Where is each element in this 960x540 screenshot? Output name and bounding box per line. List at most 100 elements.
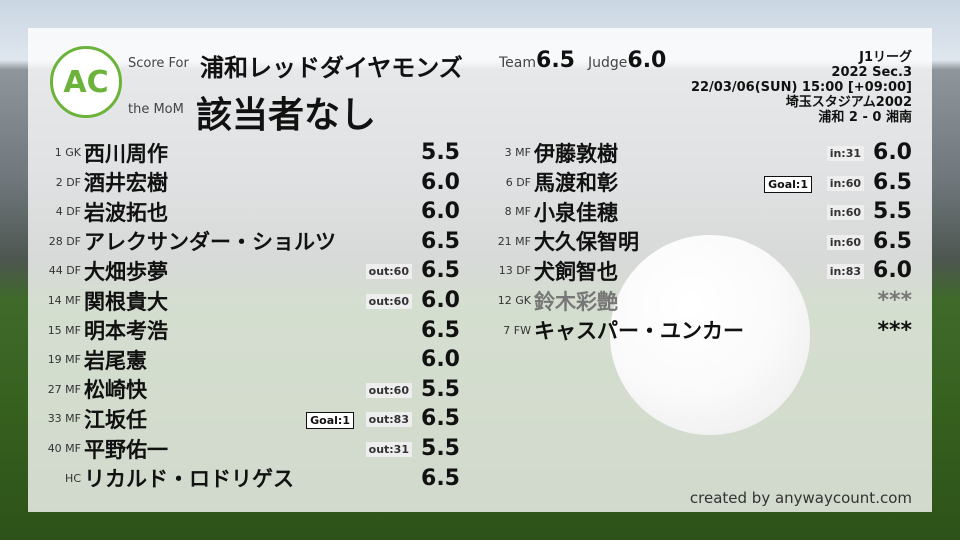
player-number-position: 21 MF: [497, 234, 531, 248]
player-number-position: 27 MF: [47, 382, 81, 396]
player-row: 8 MF 小泉佳穂 in:60 5.5: [476, 197, 912, 226]
player-number-position: 28 DF: [48, 234, 81, 248]
score-for-label: Score For: [128, 56, 189, 71]
substitution-badge: out:60: [365, 264, 412, 280]
player-name: 小泉佳穂: [534, 200, 618, 225]
player-name: 鈴木彩艶: [534, 289, 618, 314]
player-number-position: 7 FW: [503, 323, 531, 337]
player-score: 6.5: [421, 465, 460, 491]
player-score: 6.5: [421, 258, 460, 284]
goal-badge: Goal:1: [764, 175, 812, 193]
player-name: 明本考浩: [84, 319, 168, 344]
player-score: ***: [877, 288, 912, 313]
player-score: ***: [877, 317, 912, 343]
substitution-badge: in:31: [826, 146, 864, 161]
player-name: アレクサンダー・ショルツ: [84, 230, 336, 255]
player-row: 4 DF 岩波拓也 6.0: [26, 197, 460, 226]
player-score: 6.5: [873, 169, 912, 195]
player-number-position: 12 GK: [497, 294, 531, 307]
match-info: J1リーグ 2022 Sec.3 22/03/06(SUN) 15:00 [+0…: [691, 50, 912, 125]
team-score-label: Team: [499, 55, 537, 71]
player-row: 21 MF 大久保智明 in:60 6.5: [476, 227, 912, 256]
player-score: 6.5: [421, 228, 460, 254]
player-score: 6.0: [421, 199, 460, 225]
player-score: 6.5: [421, 406, 460, 432]
player-row: 28 DF アレクサンダー・ショルツ 6.5: [26, 227, 460, 256]
league: J1リーグ: [859, 50, 912, 65]
player-name: 西川周作: [84, 141, 168, 166]
player-number-position: 15 MF: [47, 323, 81, 337]
team-name: 浦和レッドダイヤモンズ: [200, 54, 463, 82]
player-name: リカルド・ロドリゲス: [84, 467, 294, 492]
player-name: 松崎快: [84, 378, 147, 403]
goal-badge: Goal:1: [306, 412, 354, 430]
team-score-value: 6.5: [536, 48, 575, 73]
player-score: 5.5: [421, 436, 460, 461]
logo-text: AC: [63, 64, 109, 100]
player-row: HC リカルド・ロドリゲス 6.5: [26, 464, 460, 493]
player-row: 44 DF 大畑歩夢 out:60 6.5: [26, 256, 460, 285]
judge-score: Judge6.0: [588, 48, 666, 73]
player-number-position: 3 MF: [504, 146, 531, 159]
player-name: 江坂任: [84, 407, 147, 432]
substitution-badge: out:31: [365, 442, 412, 457]
player-row: 7 FW キャスパー・ユンカー ***: [476, 316, 912, 345]
player-number-position: 1 GK: [54, 146, 81, 159]
match-result: 浦和 2 - 0 湘南: [818, 110, 912, 125]
player-row: 6 DF 馬渡和彰 in:60 Goal:1 6.5: [476, 168, 912, 197]
team-score: Team6.5: [499, 48, 575, 73]
player-row: 19 MF 岩尾憲 6.0: [26, 345, 460, 374]
footer-credit: created by anywaycount.com: [689, 489, 912, 507]
player-row: 33 MF 江坂任 out:83 Goal:1 6.5: [26, 404, 460, 433]
substitution-badge: out:60: [365, 382, 412, 398]
player-number-position: 40 MF: [47, 442, 81, 455]
player-score: 6.5: [873, 228, 912, 254]
player-row: 12 GK 鈴木彩艶 ***: [476, 286, 912, 315]
player-name: 馬渡和彰: [534, 171, 618, 196]
player-name: 大畑歩夢: [84, 259, 168, 284]
player-score: 5.5: [421, 140, 460, 165]
player-row: 3 MF 伊藤敦樹 in:31 6.0: [476, 138, 912, 167]
player-number-position: 19 MF: [47, 353, 81, 367]
player-row: 14 MF 関根貴大 out:60 6.0: [26, 286, 460, 315]
player-number-position: 6 DF: [505, 175, 531, 189]
player-score: 6.0: [421, 169, 460, 195]
mom-label: the MoM: [128, 102, 184, 117]
player-name: 犬飼智也: [534, 259, 618, 284]
substitution-badge: in:83: [826, 264, 864, 280]
player-number-position: 14 MF: [47, 294, 81, 307]
player-name: 岩波拓也: [84, 200, 168, 225]
score-panel: [28, 28, 932, 512]
player-name: 岩尾憲: [84, 348, 147, 373]
player-name: キャスパー・ユンカー: [534, 319, 744, 344]
stadium: 埼玉スタジアム2002: [785, 95, 912, 110]
player-row: 40 MF 平野佑一 out:31 5.5: [26, 434, 460, 463]
player-row: 1 GK 西川周作 5.5: [26, 138, 460, 167]
player-row: 2 DF 酒井宏樹 6.0: [26, 168, 460, 197]
player-score: 6.0: [421, 347, 460, 373]
substitution-badge: in:60: [826, 175, 864, 191]
player-row: 27 MF 松崎快 out:60 5.5: [26, 375, 460, 404]
player-name: 酒井宏樹: [84, 171, 168, 196]
section: 2022 Sec.3: [831, 65, 912, 80]
player-name: 関根貴大: [84, 289, 168, 314]
mom-value: 該当者なし: [196, 95, 377, 136]
player-number-position: 4 DF: [55, 205, 81, 219]
player-score: 6.0: [421, 288, 460, 313]
judge-score-label: Judge: [588, 55, 628, 71]
player-row: 15 MF 明本考浩 6.5: [26, 316, 460, 345]
substitution-badge: in:60: [826, 234, 864, 250]
anywaycount-logo: AC: [50, 46, 122, 118]
player-name: 大久保智明: [534, 230, 639, 255]
substitution-badge: out:60: [365, 294, 412, 309]
player-name: 平野佑一: [84, 437, 168, 462]
player-score: 5.5: [421, 376, 460, 402]
judge-score-value: 6.0: [627, 48, 667, 73]
player-name: 伊藤敦樹: [534, 141, 618, 166]
substitution-badge: in:60: [826, 205, 864, 221]
player-score: 5.5: [873, 199, 912, 225]
player-number-position: HC: [65, 471, 81, 485]
datetime: 22/03/06(SUN) 15:00 [+09:00]: [690, 80, 912, 95]
player-score: 6.0: [873, 140, 912, 165]
player-number-position: 13 DF: [498, 264, 531, 278]
